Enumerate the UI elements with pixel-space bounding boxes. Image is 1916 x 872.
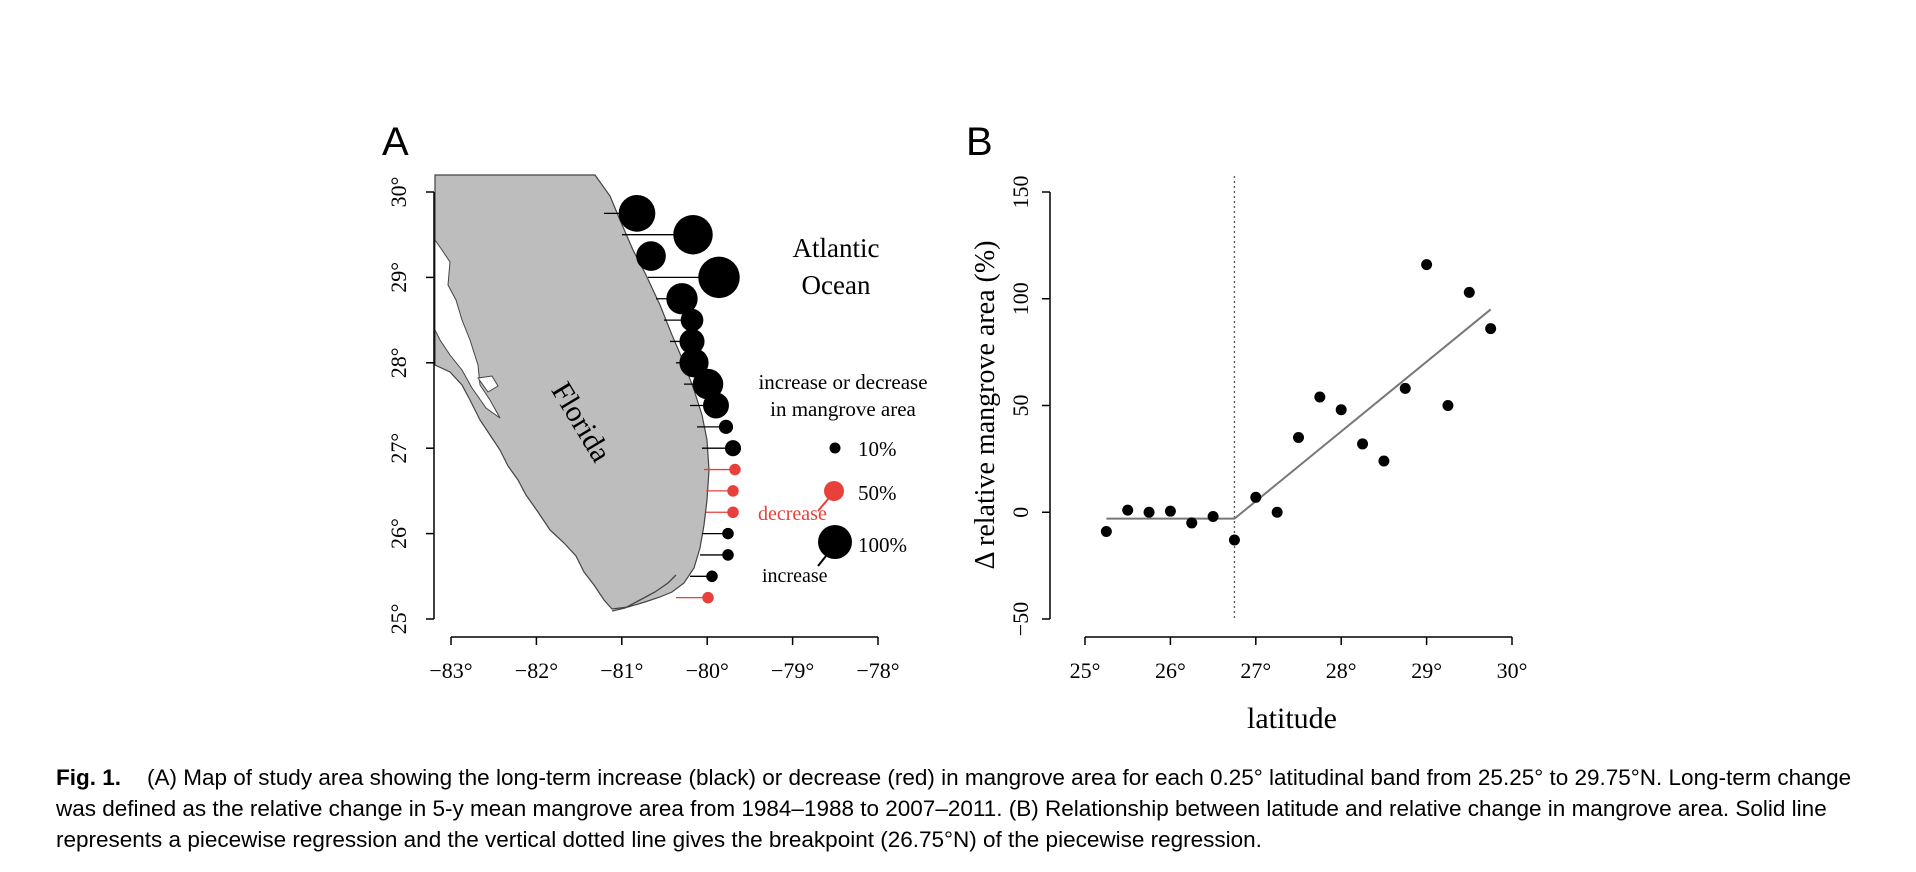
ocean-label-line2: Ocean xyxy=(802,270,871,300)
data-point-17 xyxy=(1463,286,1475,298)
data-point-18 xyxy=(1485,323,1497,335)
panel-b-x-tick-label: 25° xyxy=(1070,658,1101,683)
legend-increase-pointer xyxy=(817,555,827,567)
panel-b-y-tick-label: 100 xyxy=(1008,282,1033,315)
band-marker-26.5 xyxy=(727,485,739,497)
panel-a-x-tick-label: −79° xyxy=(771,658,814,683)
band-marker-25.25 xyxy=(702,591,714,604)
band-marker-26.25 xyxy=(727,506,739,519)
legend-label-100: 100% xyxy=(858,533,907,557)
band-marker-28.5 xyxy=(680,308,704,332)
data-point-15 xyxy=(1421,259,1433,271)
caption-label: Fig. 1. xyxy=(56,765,122,790)
panel-b-y-tick-label: 0 xyxy=(1008,507,1033,518)
band-marker-27 xyxy=(724,440,742,457)
florida-landmass xyxy=(434,174,710,610)
data-point-16 xyxy=(1442,400,1454,411)
band-marker-27.5 xyxy=(703,392,729,419)
panel-b-y-label: Δ relative mangrove area (%) xyxy=(970,241,1001,570)
legend-label-10: 10% xyxy=(858,437,897,461)
caption-text: (A) Map of study area showing the long-t… xyxy=(56,765,1852,852)
legend-title-line1: increase or decrease xyxy=(758,370,927,394)
ocean-label-line1: Atlantic xyxy=(793,233,880,263)
data-point-9 xyxy=(1293,432,1304,444)
panel-b-plot-area xyxy=(1100,176,1497,619)
panel-a-y-ticks: 25° 26° 27° 28° 29° 30° xyxy=(386,177,434,635)
panel-b-x-tick-label: 30° xyxy=(1497,658,1528,683)
figure-caption: Fig. 1. (A) Map of study area showing the… xyxy=(56,762,1876,855)
panel-b-x-tick-label: 26° xyxy=(1155,658,1186,683)
band-marker-25.75 xyxy=(722,549,734,561)
panel-b-y-tick-label: 150 xyxy=(1008,176,1033,209)
panel-a-y-tick-label: 30° xyxy=(386,177,411,208)
panel-a-x-tick-label: −83° xyxy=(429,658,472,683)
panel-a-y-tick-label: 25° xyxy=(386,604,411,635)
band-marker-29 xyxy=(698,256,740,299)
panel-b-scatter: B −50 0 50 100 150 25° 26° 27° 28° 29° 30° Δ rela… xyxy=(966,120,1527,735)
data-point-12 xyxy=(1357,438,1369,450)
keys xyxy=(611,574,677,612)
legend-circle-100 xyxy=(818,525,852,559)
panel-a-y-tick-label: 26° xyxy=(386,518,411,549)
regression-line xyxy=(1106,308,1492,520)
data-point-7 xyxy=(1250,491,1262,503)
band-marker-27.25 xyxy=(718,419,734,434)
panel-a-map: A 25° 26° 27° 28° 29° 30° −83° −82° −81° −80° −79… xyxy=(382,120,928,683)
data-point-13 xyxy=(1378,455,1390,467)
panel-a-x-tick-label: −81° xyxy=(600,658,643,683)
band-marker-29.25 xyxy=(636,241,666,271)
coast-islands xyxy=(477,375,499,393)
legend-circle-10 xyxy=(829,442,841,454)
panel-a-y-tick-label: 28° xyxy=(386,347,411,378)
panel-b-x-tick-label: 28° xyxy=(1326,658,1357,683)
data-point-0 xyxy=(1100,525,1112,537)
panel-a-x-tick-label: −80° xyxy=(686,658,729,683)
band-marker-26 xyxy=(722,527,734,540)
legend-increase-label: increase xyxy=(762,565,828,587)
panel-a-x-tick-label: −78° xyxy=(856,658,899,683)
mangrove-change-markers xyxy=(604,195,742,604)
data-point-11 xyxy=(1335,404,1347,416)
legend-decrease-pointer xyxy=(817,497,830,512)
figure: A 25° 26° 27° 28° 29° 30° −83° −82° −81° −80° −79… xyxy=(382,120,1527,735)
panel-b-y-ticks: −50 0 50 100 150 xyxy=(1008,176,1050,636)
panel-a-x-ticks: −83° −82° −81° −80° −79° −78° xyxy=(429,637,900,683)
data-point-10 xyxy=(1314,391,1326,403)
data-point-8 xyxy=(1271,506,1283,518)
data-point-4 xyxy=(1186,517,1198,529)
panel-b-y-tick-label: 50 xyxy=(1008,395,1033,417)
panel-b-label: B xyxy=(966,120,993,164)
band-marker-25.5 xyxy=(706,570,718,583)
size-legend: increase or decrease in mangrove area 10… xyxy=(758,370,928,587)
legend-decrease-label: decrease xyxy=(758,503,827,525)
panel-a-label: A xyxy=(382,120,409,164)
data-point-3 xyxy=(1164,505,1176,517)
data-point-6 xyxy=(1228,534,1240,546)
panel-b-x-tick-label: 27° xyxy=(1240,658,1271,683)
panel-b-x-tick-label: 29° xyxy=(1411,658,1442,683)
legend-circle-decrease xyxy=(824,481,844,501)
gulf-coast-detail xyxy=(434,238,501,419)
band-marker-27.75 xyxy=(692,368,724,400)
band-marker-29.75 xyxy=(618,195,656,232)
data-point-2 xyxy=(1143,506,1155,518)
legend-title-line2: in mangrove area xyxy=(770,397,916,421)
band-marker-29.5 xyxy=(673,214,713,255)
data-point-14 xyxy=(1399,382,1411,394)
band-marker-28 xyxy=(679,348,709,378)
data-point-1 xyxy=(1122,504,1134,516)
legend-label-50: 50% xyxy=(858,481,897,505)
band-marker-28.75 xyxy=(666,283,698,315)
panel-b-y-tick-label: −50 xyxy=(1008,602,1033,636)
band-marker-28.25 xyxy=(679,328,705,355)
panel-b-x-ticks: 25° 26° 27° 28° 29° 30° xyxy=(1070,637,1528,683)
band-marker-26.75 xyxy=(729,463,741,476)
panel-a-y-tick-label: 29° xyxy=(386,262,411,293)
panel-a-x-tick-label: −82° xyxy=(515,658,558,683)
panel-a-y-tick-label: 27° xyxy=(386,433,411,464)
data-point-5 xyxy=(1207,511,1219,523)
panel-b-x-label: latitude xyxy=(1247,702,1337,735)
